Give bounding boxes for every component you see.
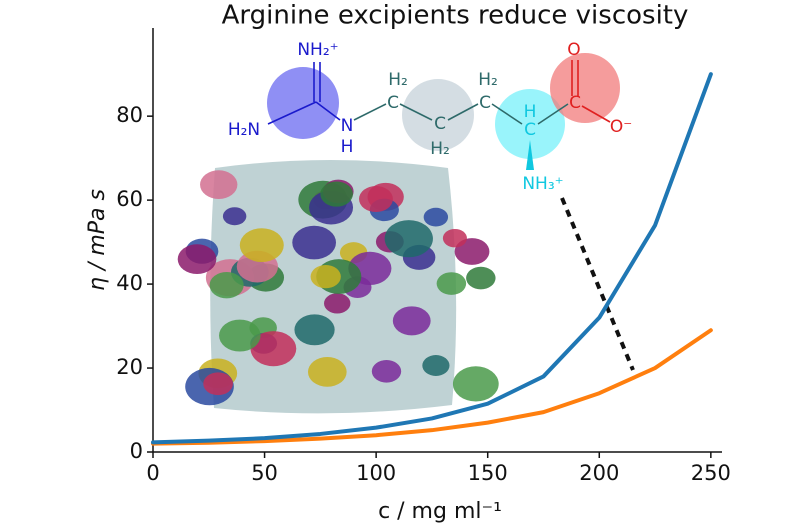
molecule-label: H₂	[478, 70, 498, 90]
x-tick-label: 200	[579, 461, 619, 485]
protein-blob	[359, 185, 393, 213]
molecule-label: C	[524, 120, 536, 140]
molecule-label: C	[569, 93, 581, 113]
protein-blob	[423, 207, 449, 227]
molecule-label: H₂N	[228, 120, 260, 140]
protein-blob	[250, 331, 297, 367]
bond	[491, 103, 523, 125]
bond	[399, 103, 433, 121]
x-tick-label: 150	[468, 461, 508, 485]
molecule-label: C	[434, 114, 446, 134]
y-tick-label: 20	[116, 355, 143, 379]
protein-blob	[310, 265, 341, 289]
x-axis-label: c / mg ml⁻¹	[378, 499, 502, 524]
molecule-label: C	[387, 93, 399, 113]
molecule-label: H₂	[388, 70, 408, 90]
molecule-label: O⁻	[610, 117, 632, 137]
protein-blob	[307, 357, 347, 387]
y-tick-label: 60	[116, 187, 143, 211]
x-tick-label: 0	[146, 461, 159, 485]
bond	[267, 101, 317, 125]
bond	[581, 105, 611, 123]
guanidino-highlight	[267, 67, 339, 139]
molecule-label: O	[567, 40, 580, 60]
molecule-label: H	[341, 137, 354, 157]
alpha-highlight	[495, 89, 565, 159]
protein-blob	[239, 228, 284, 263]
protein-blob	[320, 181, 353, 207]
protein-blob	[466, 266, 496, 290]
protein-blob	[292, 225, 336, 260]
y-tick-label: 80	[116, 103, 143, 127]
molecule-label: NH₃⁺	[522, 174, 563, 194]
molecule-label: NH₂⁺	[297, 40, 338, 60]
annotation-pointer	[560, 197, 635, 371]
x-tick-label: 250	[691, 461, 731, 485]
protein-cluster	[177, 160, 499, 414]
molecule-label: H₂	[430, 139, 450, 159]
y-axis-label: η / mPa s	[85, 189, 110, 291]
protein-blob	[219, 319, 261, 352]
protein-blob	[452, 366, 499, 402]
protein-blob	[324, 293, 351, 314]
protein-blob	[371, 360, 402, 383]
bond	[537, 103, 569, 125]
x-tick-label: 100	[356, 461, 396, 485]
wedge-bond	[526, 140, 534, 170]
chart-title: Arginine excipients reduce viscosity	[222, 1, 689, 31]
bond	[353, 103, 387, 121]
x-tick-label: 50	[251, 461, 278, 485]
protein-blob	[203, 372, 233, 396]
series-line	[151, 72, 713, 445]
protein-blob	[200, 170, 238, 199]
bond	[447, 103, 479, 121]
bond	[315, 101, 341, 121]
protein-blob	[209, 272, 244, 299]
carboxyl-highlight	[550, 53, 620, 123]
chain-highlight	[402, 79, 474, 151]
molecule-bonds	[267, 60, 611, 170]
molecule-label: H	[524, 102, 537, 122]
molecule-label: C	[479, 93, 491, 113]
series-line	[151, 328, 713, 446]
protein-blob	[436, 272, 467, 295]
protein-blob	[422, 355, 450, 376]
protein-blob	[294, 314, 335, 346]
protein-blob	[177, 244, 217, 275]
molecule-label: N	[341, 116, 354, 136]
protein-blob	[442, 228, 467, 248]
y-tick-label: 0	[130, 439, 143, 463]
protein-blob	[384, 220, 433, 258]
protein-blob	[222, 207, 247, 226]
y-tick-label: 40	[116, 271, 143, 295]
protein-blob	[392, 306, 431, 336]
